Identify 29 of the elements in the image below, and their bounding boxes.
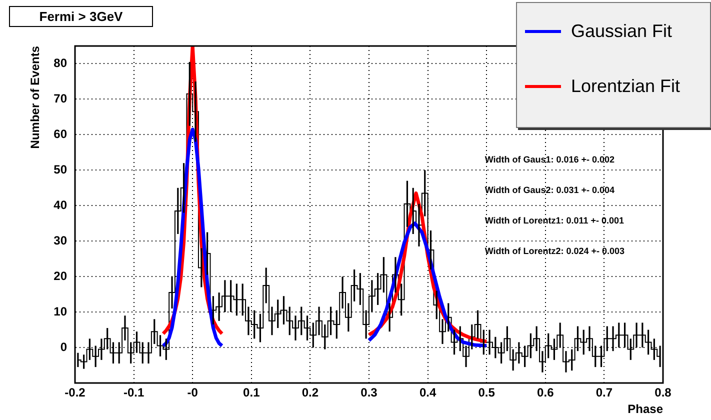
x-tick-label: 0.7 bbox=[596, 386, 613, 400]
y-tick-label: 70 bbox=[54, 92, 68, 106]
y-tick-label: 60 bbox=[54, 126, 68, 141]
x-tick-label: 0.1 bbox=[243, 386, 260, 400]
chart-title: Fermi > 3GeV bbox=[9, 6, 153, 27]
x-tick-label: 0.8 bbox=[654, 386, 672, 400]
annotation: Width of Gaus2: 0.031 +- 0.004 bbox=[484, 184, 615, 195]
x-tick-label: -0 bbox=[187, 386, 198, 400]
y-tick-label: 30 bbox=[54, 233, 68, 248]
y-tick-label: 20 bbox=[54, 268, 68, 283]
y-tick-label: 40 bbox=[54, 198, 68, 212]
y-axis-title: Number of Events bbox=[28, 46, 42, 149]
annotation: Width of Lorentz2: 0.024 +- 0.003 bbox=[484, 246, 625, 256]
x-tick-label: -0.2 bbox=[64, 386, 86, 400]
y-tick-label: 80 bbox=[54, 56, 68, 70]
x-tick-label: 0.3 bbox=[360, 386, 378, 400]
y-tick-label: 10 bbox=[54, 304, 68, 318]
y-tick-label: 0 bbox=[60, 340, 68, 354]
annotation: Width of Lorentz1: 0.011 +- 0.001 bbox=[484, 215, 624, 226]
x-tick-label: -0.1 bbox=[123, 386, 144, 400]
x-tick-label: 0.2 bbox=[302, 386, 319, 400]
legend-label: Lorentzian Fit bbox=[571, 76, 680, 96]
x-tick-label: 0.4 bbox=[419, 386, 436, 400]
legend-label: Gaussian Fit bbox=[571, 20, 672, 42]
x-tick-label: 0.6 bbox=[537, 386, 554, 400]
x-axis-title: Phase bbox=[628, 402, 663, 416]
annotation: Width of Gaus1: 0.016 +- 0.002 bbox=[484, 154, 615, 164]
x-tick-label: 0.5 bbox=[478, 386, 496, 400]
y-tick-label: 50 bbox=[54, 162, 68, 176]
